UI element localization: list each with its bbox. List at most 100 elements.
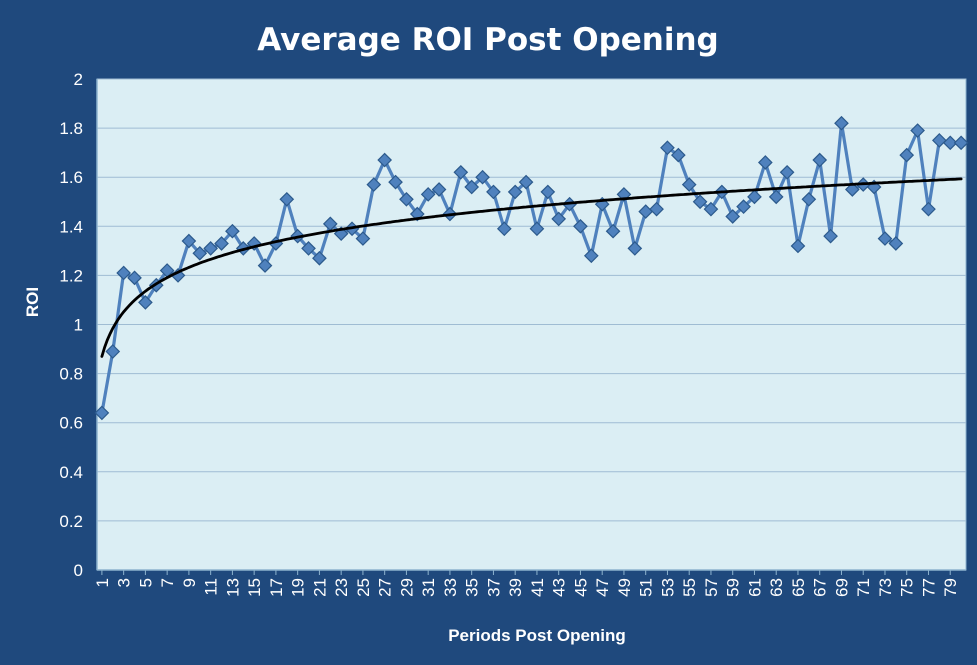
- data-point: [203, 241, 219, 256]
- data-point: [105, 344, 121, 359]
- x-tick-label: 55: [680, 578, 699, 597]
- data-point: [475, 169, 490, 185]
- data-point: [736, 199, 751, 215]
- data-point: [181, 233, 197, 249]
- data-point: [214, 236, 229, 251]
- data-point: [486, 184, 501, 200]
- data-point: [953, 135, 969, 151]
- x-tick-label: 33: [441, 578, 460, 597]
- data-point: [138, 295, 153, 310]
- x-tick-label: 45: [571, 578, 590, 597]
- x-tick-label: 63: [767, 578, 786, 597]
- x-tick-label: 77: [919, 578, 938, 597]
- x-tick-label: 41: [528, 578, 547, 597]
- x-tick-label: 9: [180, 578, 199, 587]
- y-tick-label: 1.2: [59, 266, 83, 285]
- data-point: [703, 201, 719, 217]
- data-point: [94, 405, 110, 421]
- data-point: [192, 245, 208, 261]
- data-point: [431, 182, 447, 197]
- data-point: [312, 250, 327, 266]
- data-point: [877, 231, 893, 246]
- data-point: [127, 270, 142, 286]
- data-point: [420, 187, 436, 202]
- data-point: [801, 191, 817, 207]
- x-tick-label: 67: [811, 578, 830, 597]
- y-tick-label: 1: [74, 316, 83, 335]
- x-tick-label: 51: [637, 578, 656, 597]
- data-point: [899, 147, 915, 163]
- data-point: [257, 258, 273, 273]
- data-point: [529, 221, 545, 237]
- data-point: [540, 184, 556, 200]
- data-point: [551, 211, 567, 227]
- x-tick-label: 5: [136, 578, 155, 587]
- data-point: [583, 248, 599, 264]
- data-point: [605, 223, 621, 239]
- x-tick-label: 49: [615, 578, 634, 597]
- chart-title: Average ROI Post Opening: [257, 22, 719, 58]
- x-tick-label: 43: [550, 578, 569, 597]
- gridlines: [96, 78, 966, 571]
- data-point: [649, 201, 664, 217]
- x-tick-label: 31: [419, 578, 438, 597]
- data-point: [790, 238, 806, 254]
- y-axis-ticks: 0 0.2 0.4 0.6 0.8 1 1.2 1.4 1.6 1.8 2: [59, 70, 83, 580]
- data-point: [573, 218, 588, 234]
- data-point: [518, 174, 534, 190]
- data-point: [388, 174, 403, 190]
- data-point: [757, 155, 773, 170]
- data-point: [725, 209, 741, 224]
- x-tick-label: 39: [506, 578, 525, 597]
- y-tick-label: 0.2: [59, 512, 83, 531]
- data-point: [921, 201, 936, 217]
- data-point: [823, 228, 838, 244]
- x-tick-label: 7: [158, 578, 177, 587]
- x-tick-label: 11: [202, 578, 221, 596]
- data-point: [377, 152, 393, 168]
- x-tick-label: 57: [702, 578, 721, 597]
- data-point: [768, 189, 784, 205]
- x-axis-title: Periods Post Opening: [448, 626, 626, 645]
- y-tick-label: 1.8: [59, 119, 83, 138]
- data-point: [399, 191, 414, 207]
- x-tick-label: 21: [310, 578, 329, 597]
- x-tick-label: 69: [832, 578, 851, 597]
- y-tick-label: 0.6: [59, 414, 83, 433]
- x-tick-label: 53: [658, 578, 677, 597]
- x-axis-ticks: 1 3 5 7 9 11 13 15 17 19 21 23 25 27 29 31 33 35 37 39 41 43 4…: [93, 570, 960, 597]
- data-point: [844, 182, 860, 197]
- data-point: [627, 241, 643, 256]
- data-point: [812, 152, 828, 168]
- data-point: [888, 236, 904, 251]
- x-tick-label: 65: [789, 578, 808, 597]
- data-point: [116, 265, 131, 281]
- x-tick-label: 23: [332, 578, 351, 597]
- x-tick-label: 13: [223, 578, 242, 597]
- y-tick-label: 0.8: [59, 365, 83, 384]
- data-point: [747, 189, 762, 205]
- data-point: [366, 177, 382, 192]
- x-tick-label: 59: [724, 578, 743, 597]
- data-point: [681, 177, 697, 192]
- data-point: [507, 184, 523, 200]
- trendline-log: [100, 177, 963, 358]
- x-tick-label: 15: [245, 578, 264, 597]
- data-point: [910, 123, 925, 138]
- x-tick-label: 73: [876, 578, 895, 597]
- data-point: [464, 179, 480, 195]
- y-tick-label: 1.4: [59, 217, 83, 236]
- data-point: [692, 194, 708, 210]
- x-tick-label: 3: [115, 578, 134, 587]
- x-tick-label: 27: [376, 578, 395, 597]
- data-point: [301, 241, 316, 256]
- x-tick-label: 75: [898, 578, 917, 597]
- data-point: [779, 164, 795, 180]
- x-tick-label: 1: [93, 578, 112, 587]
- x-tick-label: 35: [463, 578, 482, 597]
- x-tick-label: 29: [397, 578, 416, 597]
- y-tick-label: 0: [74, 561, 83, 580]
- x-tick-label: 37: [484, 578, 503, 597]
